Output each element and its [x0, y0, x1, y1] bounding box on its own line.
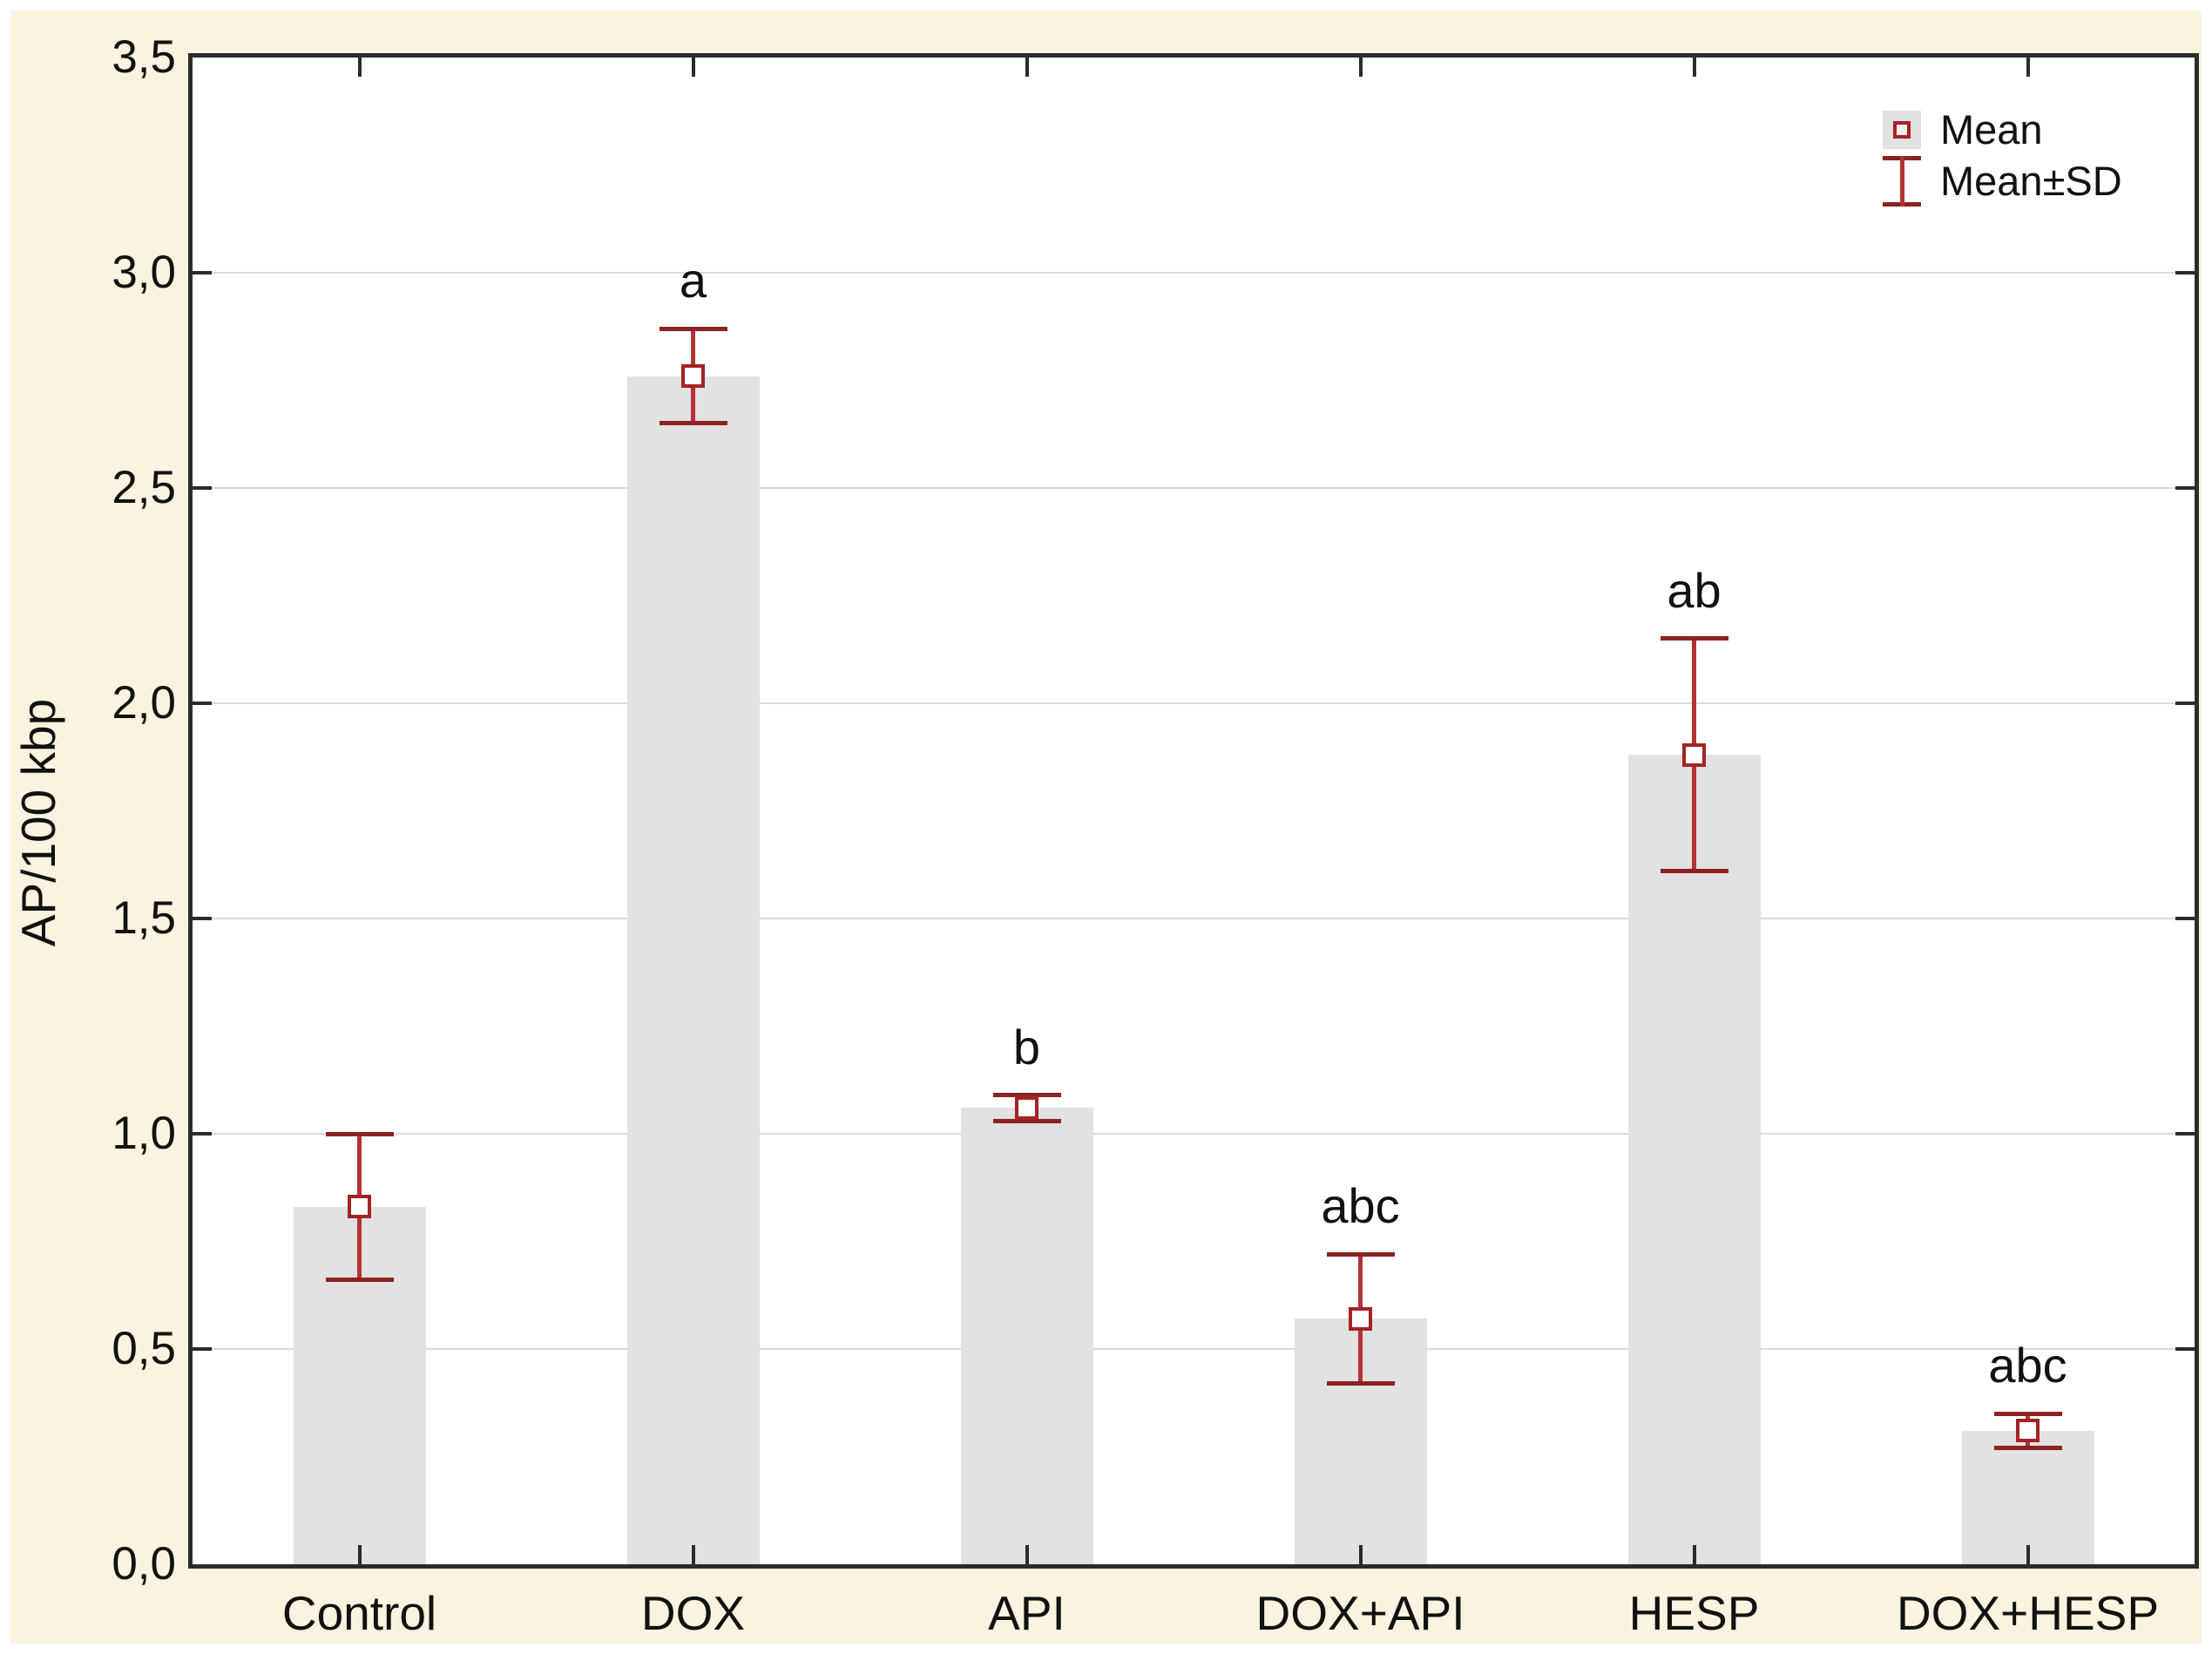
- error-bar-cap-top: [325, 1131, 394, 1136]
- error-bar-cap-bottom: [1993, 1446, 2062, 1451]
- gridline: [193, 272, 2195, 274]
- x-axis-tick: [1692, 1545, 1696, 1564]
- error-bar-cap-bottom: [992, 1118, 1061, 1123]
- legend-mean-label: Mean: [1940, 106, 2043, 153]
- y-axis-tick-label: 3,0: [112, 247, 176, 298]
- y-axis-tick-label: 2,5: [112, 462, 176, 513]
- x-axis-tick: [691, 58, 695, 77]
- bar: [1961, 1430, 2094, 1564]
- mean-marker-icon: [1883, 111, 1921, 149]
- y-axis-tick: [2175, 271, 2195, 275]
- error-bar-cap-top: [1326, 1251, 1395, 1257]
- x-axis-tick: [1025, 58, 1029, 77]
- gridline: [193, 918, 2195, 919]
- x-axis-tick: [2026, 58, 2030, 77]
- y-axis-tick: [2175, 1347, 2195, 1351]
- x-axis-tick: [1692, 58, 1696, 77]
- bar: [626, 376, 760, 1564]
- y-axis-tick-label: 3,5: [112, 31, 176, 83]
- x-axis-category-label: DOX+HESP: [1896, 1586, 2160, 1640]
- x-axis-tick: [1358, 1545, 1363, 1564]
- significance-letter: b: [1012, 1019, 1041, 1074]
- gridline: [193, 487, 2195, 489]
- x-axis-category-label: API: [988, 1586, 1065, 1640]
- mean-marker: [1015, 1095, 1038, 1120]
- y-axis-tick: [2175, 702, 2195, 705]
- significance-letter: ab: [1667, 562, 1722, 618]
- x-axis-tick: [691, 1545, 695, 1564]
- y-axis-tick-label: 2,0: [112, 677, 176, 729]
- x-axis-tick: [357, 1545, 362, 1564]
- x-axis-category-label: Control: [281, 1586, 437, 1640]
- mean-marker: [681, 364, 705, 389]
- y-axis-title: AP/100 kbp: [11, 698, 65, 947]
- error-bar-cap-top: [1660, 636, 1728, 641]
- y-axis-tick: [193, 917, 212, 920]
- gridline: [193, 702, 2195, 704]
- legend-sd-label: Mean±SD: [1940, 158, 2122, 204]
- x-axis-tick: [1025, 1545, 1029, 1564]
- error-bar-cap-bottom: [1326, 1381, 1395, 1386]
- legend-item-mean: Mean: [1883, 105, 2043, 154]
- error-bar-cap-top: [992, 1093, 1061, 1098]
- y-axis-tick-label: 0,0: [112, 1538, 176, 1590]
- significance-letter: a: [679, 253, 707, 308]
- x-axis-category-label: HESP: [1628, 1586, 1760, 1640]
- mean-marker: [1682, 742, 1706, 767]
- mean-marker: [1349, 1306, 1372, 1331]
- mean-marker: [348, 1195, 371, 1219]
- y-axis-tick: [193, 1347, 212, 1351]
- error-bar-cap-bottom: [325, 1278, 394, 1283]
- x-axis-tick: [357, 58, 362, 77]
- legend-item-sd: Mean±SD: [1883, 156, 2122, 207]
- bar: [960, 1108, 1093, 1564]
- x-axis-category-label: DOX: [640, 1586, 746, 1640]
- x-axis-tick: [2026, 1545, 2030, 1564]
- y-axis-tick-label: 1,5: [112, 892, 176, 944]
- mean-marker: [2016, 1419, 2040, 1443]
- gridline: [193, 1348, 2195, 1350]
- error-bar-icon: [1883, 156, 1921, 207]
- error-bar-cap-bottom: [1660, 869, 1728, 874]
- y-axis-tick: [2175, 486, 2195, 490]
- error-bar-cap-bottom: [659, 421, 727, 426]
- y-axis-tick: [193, 702, 212, 705]
- y-axis-tick: [193, 1132, 212, 1135]
- legend: Mean Mean±SD: [1883, 105, 2179, 288]
- y-axis-tick: [2175, 1132, 2195, 1135]
- y-axis-tick-label: 0,5: [112, 1323, 176, 1374]
- y-axis-tick-label: 1,0: [112, 1108, 176, 1159]
- y-axis-tick: [193, 486, 212, 490]
- significance-letter: abc: [1321, 1178, 1400, 1234]
- x-axis-tick: [1358, 58, 1363, 77]
- error-bar-cap-top: [1993, 1411, 2062, 1416]
- significance-letter: abc: [1988, 1338, 2067, 1393]
- bar: [1627, 755, 1761, 1564]
- y-axis-tick: [193, 271, 212, 275]
- gridline: [193, 1133, 2195, 1135]
- plot-area: Mean Mean±SD a b abc ab abc: [188, 53, 2199, 1569]
- y-axis-tick: [2175, 917, 2195, 920]
- error-bar-cap-top: [659, 326, 727, 331]
- chart-canvas: AP/100 kbp Mean Mean±SD a b abc ab abc Contr…: [10, 10, 2202, 1644]
- x-axis-category-label: DOX+API: [1255, 1586, 1465, 1640]
